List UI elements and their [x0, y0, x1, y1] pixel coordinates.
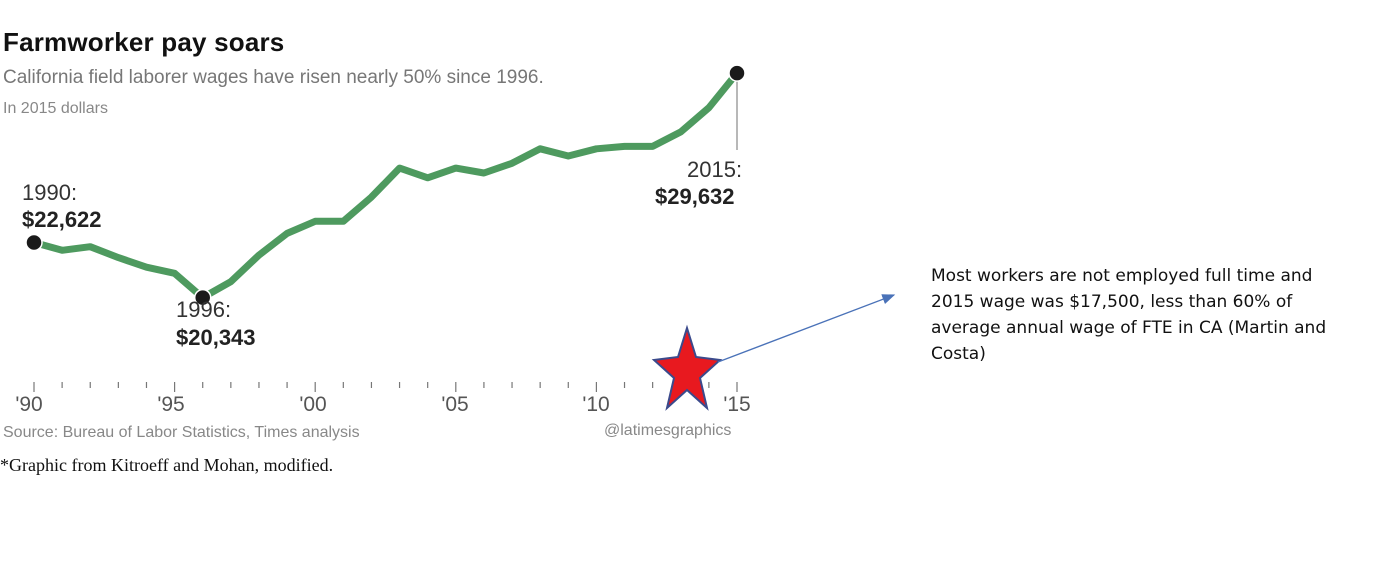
- x-tick-label-90: '90: [15, 393, 43, 416]
- star-icon: [651, 324, 723, 411]
- wage-series-line: [30, 69, 741, 302]
- x-tick-label-95: '95: [157, 393, 185, 416]
- callout-1990-value: $22,622: [22, 207, 102, 232]
- x-tick-label-10: '10: [582, 393, 610, 416]
- units-label: In 2015 dollars: [3, 100, 108, 117]
- graphics-credit: @latimesgraphics: [604, 422, 732, 439]
- source-note: Source: Bureau of Labor Statistics, Time…: [3, 424, 360, 441]
- chart-title: Farmworker pay soars: [3, 27, 285, 57]
- marker-1996: [193, 288, 212, 307]
- marker-2015: [728, 64, 746, 82]
- marker-1990: [25, 233, 43, 252]
- callout-2015-value: $29,632: [655, 184, 735, 209]
- callout-1996-value: $20,343: [176, 325, 256, 350]
- callout-1990-year: 1990:: [22, 180, 78, 205]
- chart-subtitle: California field laborer wages have rise…: [3, 67, 544, 88]
- x-tick-label-05: '05: [441, 393, 469, 416]
- annotation-arrow: [717, 294, 896, 363]
- x-tick-label-15: '15: [723, 393, 751, 416]
- annotation-note: Most workers are not employed full time …: [931, 266, 1327, 364]
- x-tick-label-00: '00: [299, 393, 327, 416]
- footnote: *Graphic from Kitroeff and Mohan, modifi…: [0, 455, 334, 475]
- x-axis-ticks: [33, 382, 738, 392]
- highlight-markers: [25, 64, 746, 307]
- callout-1996-year: 1996:: [176, 297, 232, 322]
- callout-2015-year: 2015:: [687, 157, 743, 182]
